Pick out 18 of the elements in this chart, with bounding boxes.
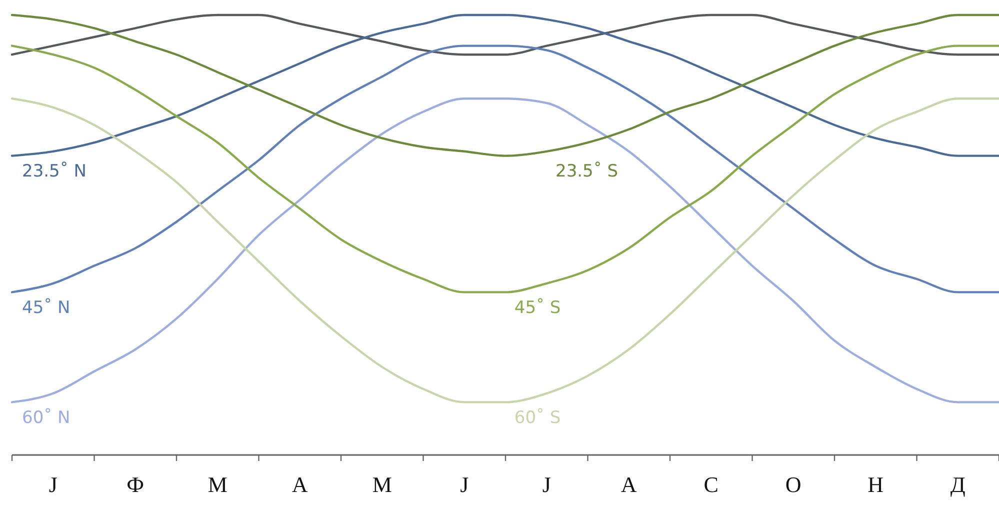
x-tick-label: Ј	[542, 472, 552, 497]
x-tick-label: Н	[868, 472, 884, 497]
series-label: 23.5˚ S	[556, 161, 618, 182]
x-tick-label: Ј	[48, 472, 58, 497]
x-tick-label: Д	[950, 472, 966, 497]
x-tick-label: А	[292, 472, 308, 497]
x-tick-label: С	[704, 472, 718, 497]
x-tick-label: М	[208, 472, 228, 497]
series-label: 45˚ N	[22, 298, 70, 318]
x-tick-label: Ф	[126, 472, 144, 497]
x-tick-label: А	[620, 472, 637, 497]
x-tick-label: М	[372, 472, 392, 497]
series-label: 45˚ S	[514, 298, 561, 318]
x-tick-label: Ј	[460, 472, 470, 497]
series-label: 23.5˚ N	[22, 161, 86, 182]
series-label: 60˚ S	[514, 408, 561, 428]
series-label: 60˚ N	[22, 408, 70, 428]
x-tick-label: О	[785, 472, 802, 497]
